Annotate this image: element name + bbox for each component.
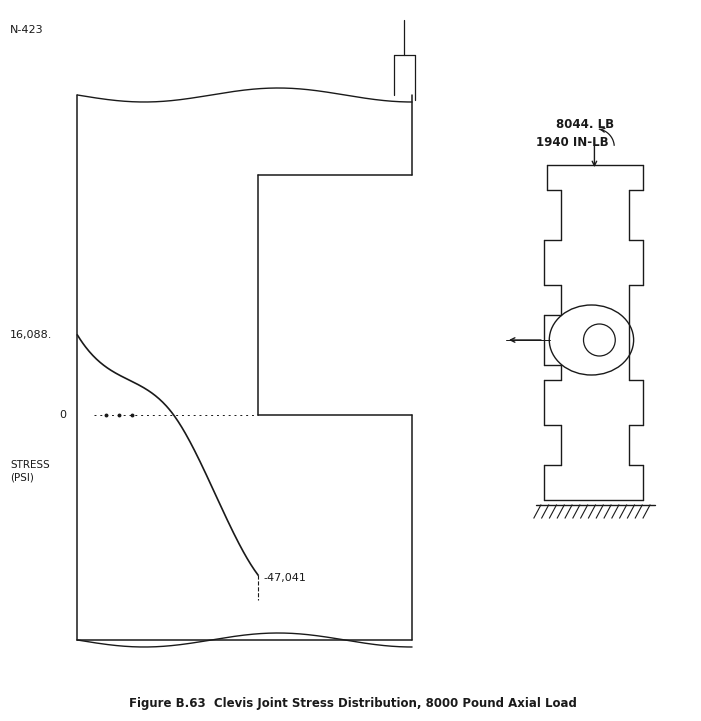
Text: 16,088.: 16,088. [10,330,53,340]
Text: N-423: N-423 [10,25,43,35]
Text: Figure B.63  Clevis Joint Stress Distribution, 8000 Pound Axial Load: Figure B.63 Clevis Joint Stress Distribu… [129,697,577,710]
Text: -47,041: -47,041 [263,573,306,583]
Text: 8044. LB: 8044. LB [556,118,614,131]
Text: (PSI): (PSI) [10,473,34,483]
Text: STRESS: STRESS [10,460,50,470]
Text: 1940 IN-LB: 1940 IN-LB [536,136,608,149]
Text: 0: 0 [60,410,67,420]
